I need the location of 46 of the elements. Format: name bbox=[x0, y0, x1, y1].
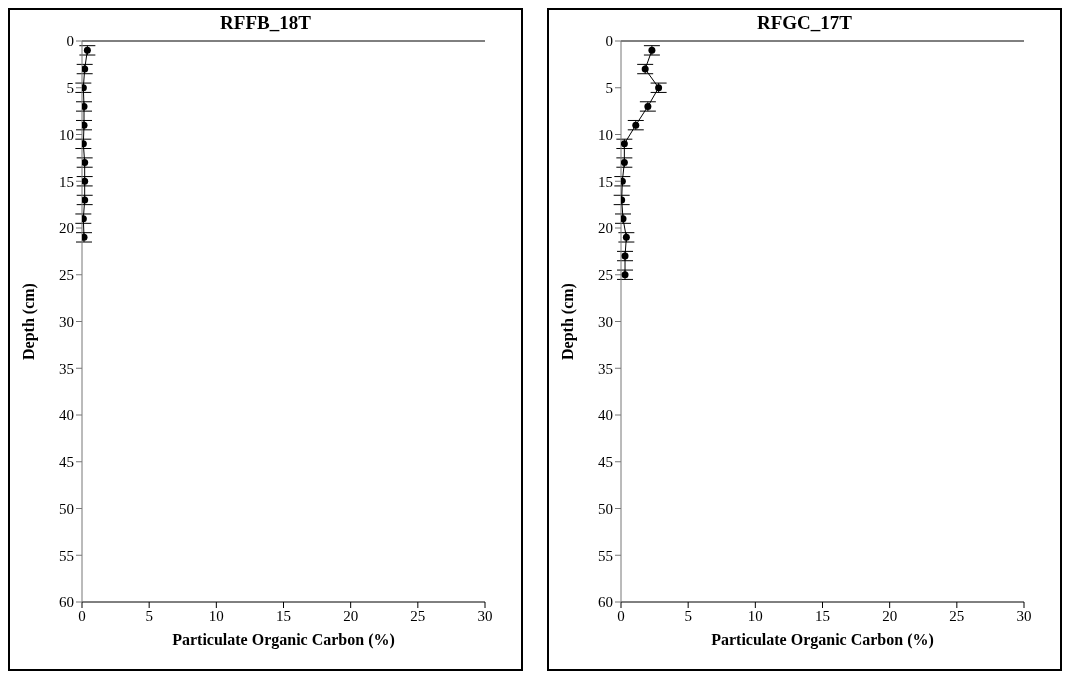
x-tick-label: 0 bbox=[617, 607, 625, 624]
y-tick-label: 10 bbox=[598, 126, 613, 143]
x-tick-label: 10 bbox=[747, 607, 763, 624]
y-tick-label: 45 bbox=[598, 454, 613, 471]
x-tick-label: 20 bbox=[882, 607, 898, 624]
x-tick-label: 10 bbox=[208, 607, 224, 624]
y-tick-label: 40 bbox=[598, 407, 613, 424]
chart-title: RFFB_18T bbox=[219, 12, 312, 34]
y-tick-label: 5 bbox=[66, 80, 74, 97]
chart-title: RFGC_17T bbox=[756, 12, 853, 34]
x-axis-title: Particulate Organic Carbon (%) bbox=[711, 631, 934, 649]
y-tick-label: 0 bbox=[605, 33, 613, 50]
y-tick-label: 35 bbox=[598, 360, 613, 377]
y-tick-label: 10 bbox=[59, 126, 74, 143]
y-tick-label: 35 bbox=[59, 360, 74, 377]
y-tick-label: 30 bbox=[598, 313, 613, 330]
y-tick-label: 60 bbox=[59, 594, 74, 611]
y-tick-label: 20 bbox=[59, 220, 74, 237]
x-tick-label: 5 bbox=[145, 607, 153, 624]
y-tick-label: 30 bbox=[59, 313, 74, 330]
y-axis-title: Depth (cm) bbox=[19, 283, 38, 360]
x-tick-label: 25 bbox=[949, 607, 965, 624]
y-tick-label: 15 bbox=[59, 173, 74, 190]
x-tick-label: 30 bbox=[477, 607, 493, 624]
x-tick-label: 20 bbox=[343, 607, 359, 624]
x-tick-label: 30 bbox=[1016, 607, 1032, 624]
y-tick-label: 5 bbox=[605, 80, 613, 97]
x-tick-label: 25 bbox=[410, 607, 426, 624]
y-tick-label: 50 bbox=[59, 500, 74, 517]
y-tick-label: 40 bbox=[59, 407, 74, 424]
x-tick-label: 0 bbox=[78, 607, 86, 624]
x-tick-label: 5 bbox=[684, 607, 692, 624]
y-tick-label: 60 bbox=[598, 594, 613, 611]
y-tick-label: 55 bbox=[598, 547, 613, 564]
y-tick-label: 55 bbox=[59, 547, 74, 564]
x-axis-title: Particulate Organic Carbon (%) bbox=[172, 631, 395, 649]
x-tick-label: 15 bbox=[276, 607, 291, 624]
y-axis-title: Depth (cm) bbox=[558, 283, 577, 360]
y-tick-label: 50 bbox=[598, 500, 613, 517]
y-tick-label: 25 bbox=[598, 267, 613, 284]
y-tick-label: 45 bbox=[59, 454, 74, 471]
x-tick-label: 15 bbox=[815, 607, 830, 624]
y-tick-label: 20 bbox=[598, 220, 613, 237]
y-tick-label: 0 bbox=[66, 33, 74, 50]
y-tick-label: 25 bbox=[59, 267, 74, 284]
y-tick-label: 15 bbox=[598, 173, 613, 190]
